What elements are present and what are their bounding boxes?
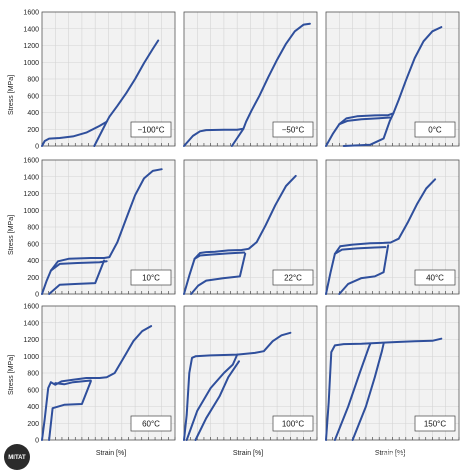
temperature-label: 60°C	[142, 420, 160, 429]
series-line	[41, 325, 153, 441]
series-line	[230, 127, 245, 147]
temperature-box	[272, 121, 314, 138]
y-tick-label: 1200	[23, 43, 39, 50]
y-tick-label: 0	[35, 144, 39, 151]
y-tick-label: 400	[27, 110, 39, 117]
temperature-box	[130, 415, 172, 432]
y-tick-label: 1600	[23, 158, 39, 165]
series-line	[338, 244, 390, 295]
plot-frame	[41, 159, 176, 295]
y-tick-label: 600	[27, 387, 39, 394]
temperature-box	[130, 121, 172, 138]
series-line	[333, 246, 387, 255]
series-line	[190, 252, 247, 295]
watermark: 知乎 @富临塑胶-黎生	[342, 450, 458, 465]
series-line	[351, 342, 385, 441]
plot-frame	[325, 305, 460, 441]
x-axis-label-col2: Strain [%]	[233, 450, 263, 457]
series-line	[183, 22, 311, 147]
chart-panel: 0 200 400 600 800 1000 1200 1400 1600 10°C	[23, 158, 176, 299]
chart-panel: 22°C	[183, 159, 318, 295]
chart-panel: 150°C	[325, 305, 460, 441]
y-tick-label: 1200	[23, 191, 39, 198]
y-axis-label-row1: Stress [MPa]	[8, 75, 15, 115]
series-line	[185, 353, 239, 441]
y-tick-label: 1200	[23, 337, 39, 344]
y-tick-label: 1400	[23, 320, 39, 327]
series-line	[342, 112, 395, 147]
y-tick-label: 0	[35, 292, 39, 299]
chart-panel: 0 200 400 600 800 1000 1200 1400 1600 −100°C	[23, 10, 176, 151]
series-line	[54, 379, 92, 386]
y-tick-label: 1400	[23, 174, 39, 181]
y-tick-label: 800	[27, 225, 39, 232]
temperature-label: −100°C	[138, 126, 165, 135]
y-tick-label: 600	[27, 93, 39, 100]
temperature-label: 150°C	[424, 420, 447, 429]
temperature-label: −50°C	[282, 126, 305, 135]
y-tick-label: 200	[27, 421, 39, 428]
y-tick-label: 1000	[23, 60, 39, 67]
temperature-label: 10°C	[142, 274, 160, 283]
y-tick-label: 200	[27, 127, 39, 134]
y-tick-label: 1600	[23, 10, 39, 17]
series-line	[183, 331, 292, 441]
chart-panel: 0 200 400 600 800 1000 1200 1400 1600 60°C	[23, 304, 176, 445]
series-line	[93, 120, 108, 147]
y-tick-label: 200	[27, 275, 39, 282]
logo-text: MITAT	[8, 455, 26, 461]
temperature-label: 100°C	[282, 420, 305, 429]
series-line	[193, 251, 246, 260]
temperature-label: 22°C	[284, 274, 302, 283]
series-line	[48, 259, 106, 295]
y-tick-label: 600	[27, 241, 39, 248]
y-tick-label: 400	[27, 258, 39, 265]
temperature-box	[272, 269, 314, 286]
chart-panel: 100°C	[183, 305, 318, 441]
temperature-box	[414, 269, 456, 286]
y-tick-label: 1000	[23, 208, 39, 215]
series-line	[333, 342, 372, 441]
temperature-box	[414, 415, 456, 432]
y-tick-label: 1400	[23, 26, 39, 33]
series-line	[48, 380, 92, 441]
x-axis-label-col3: Strain [%]	[375, 450, 405, 457]
y-axis-label-row3: Stress [MPa]	[8, 355, 15, 395]
mitat-logo: MITAT	[4, 444, 30, 470]
plot-frame	[41, 11, 176, 147]
temperature-box	[130, 269, 172, 286]
plot-frame	[325, 159, 460, 295]
temperature-label: 0°C	[428, 126, 442, 135]
y-tick-label: 1000	[23, 354, 39, 361]
chart-panel: 0°C	[325, 11, 460, 147]
y-tick-label: 0	[35, 438, 39, 445]
chart-panel: −50°C	[183, 11, 318, 147]
plot-frame	[41, 305, 176, 441]
temperature-box	[272, 415, 314, 432]
plot-frame	[183, 11, 318, 147]
series-line	[325, 337, 443, 441]
y-tick-label: 800	[27, 371, 39, 378]
y-tick-label: 400	[27, 404, 39, 411]
y-axis-label-row2: Stress [MPa]	[8, 215, 15, 255]
chart-panel: 40°C	[325, 159, 460, 295]
temperature-box	[414, 121, 456, 138]
series-line	[49, 260, 108, 272]
y-tick-label: 1600	[23, 304, 39, 311]
plot-frame	[183, 159, 318, 295]
x-axis-label-col1: Strain [%]	[96, 450, 126, 457]
y-tick-label: 800	[27, 77, 39, 84]
plot-frame	[325, 11, 460, 147]
panel-grid: 0 200 400 600 800 1000 1200 1400 1600 −100°C −50°C…	[23, 10, 460, 445]
series-line	[338, 116, 391, 126]
temperature-label: 40°C	[426, 274, 444, 283]
series-line	[194, 360, 240, 441]
plot-frame	[183, 305, 318, 441]
